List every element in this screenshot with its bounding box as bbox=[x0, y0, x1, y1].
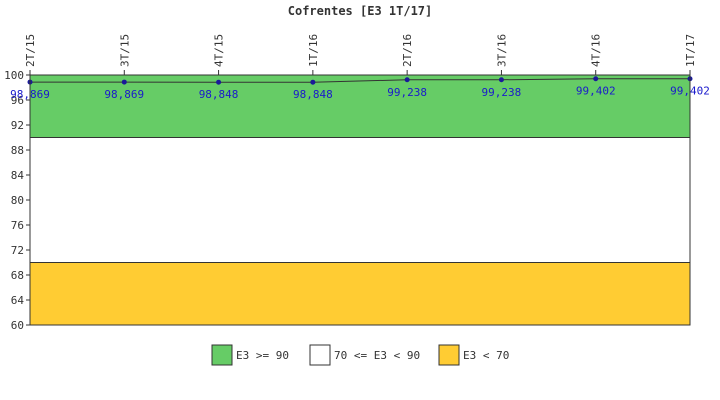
y-axis: 60 64 68 72 76 80 84 88 92 96 100 bbox=[4, 69, 30, 332]
series-path bbox=[30, 78, 690, 83]
y-tick-label: 64 bbox=[11, 294, 25, 307]
x-tick-label: 3T/15 bbox=[118, 34, 131, 67]
data-point bbox=[404, 77, 410, 83]
legend-label: E3 >= 90 bbox=[236, 349, 289, 362]
x-tick-label: 1T/17 bbox=[684, 34, 697, 67]
band-0 bbox=[30, 75, 690, 138]
data-label: 99,402 bbox=[576, 85, 616, 98]
x-tick-label: 2T/16 bbox=[401, 34, 414, 67]
data-label: 98,848 bbox=[199, 88, 239, 101]
y-tick-label: 60 bbox=[11, 319, 24, 332]
x-tick-label: 4T/15 bbox=[213, 34, 226, 67]
y-tick-label: 80 bbox=[11, 194, 24, 207]
y-tick-label: 88 bbox=[11, 144, 24, 157]
x-axis: 2T/15 3T/15 4T/15 1T/16 2T/16 3T/16 4T/16 1T/17 bbox=[24, 34, 697, 75]
data-label: 99,238 bbox=[482, 86, 522, 99]
data-point bbox=[498, 77, 504, 83]
threshold-bands bbox=[30, 74, 690, 325]
data-point bbox=[216, 79, 222, 85]
legend-swatch bbox=[309, 344, 331, 366]
legend-swatch bbox=[438, 344, 460, 366]
band-1 bbox=[30, 137, 690, 263]
x-tick-label: 3T/16 bbox=[495, 34, 508, 67]
x-tick-label: 1T/16 bbox=[307, 34, 320, 67]
x-tick-label: 4T/16 bbox=[590, 34, 603, 67]
y-tick-label: 76 bbox=[11, 219, 24, 232]
data-point bbox=[593, 76, 599, 82]
y-tick-label: 68 bbox=[11, 269, 24, 282]
legend-label: 70 <= E3 < 90 bbox=[334, 349, 420, 362]
series-line bbox=[27, 76, 693, 85]
chart-title: Cofrentes [E3 1T/17] bbox=[288, 4, 433, 18]
y-tick-label: 100 bbox=[4, 69, 24, 82]
y-tick-label: 72 bbox=[11, 244, 24, 257]
data-point bbox=[310, 79, 316, 85]
data-label: 98,869 bbox=[104, 88, 144, 101]
data-point bbox=[121, 79, 127, 85]
legend-swatch bbox=[211, 344, 233, 366]
data-label: 99,238 bbox=[387, 86, 427, 99]
y-tick-label: 84 bbox=[11, 169, 25, 182]
data-label: 98,848 bbox=[293, 88, 333, 101]
band-2 bbox=[30, 262, 690, 325]
legend: E3 >= 90 70 <= E3 < 90 E3 < 70 bbox=[211, 344, 509, 366]
legend-label: E3 < 70 bbox=[463, 349, 509, 362]
y-tick-label: 96 bbox=[11, 94, 24, 107]
x-tick-label: 2T/15 bbox=[24, 34, 37, 67]
y-tick-label: 92 bbox=[11, 119, 24, 132]
plot-frame bbox=[29, 74, 691, 326]
